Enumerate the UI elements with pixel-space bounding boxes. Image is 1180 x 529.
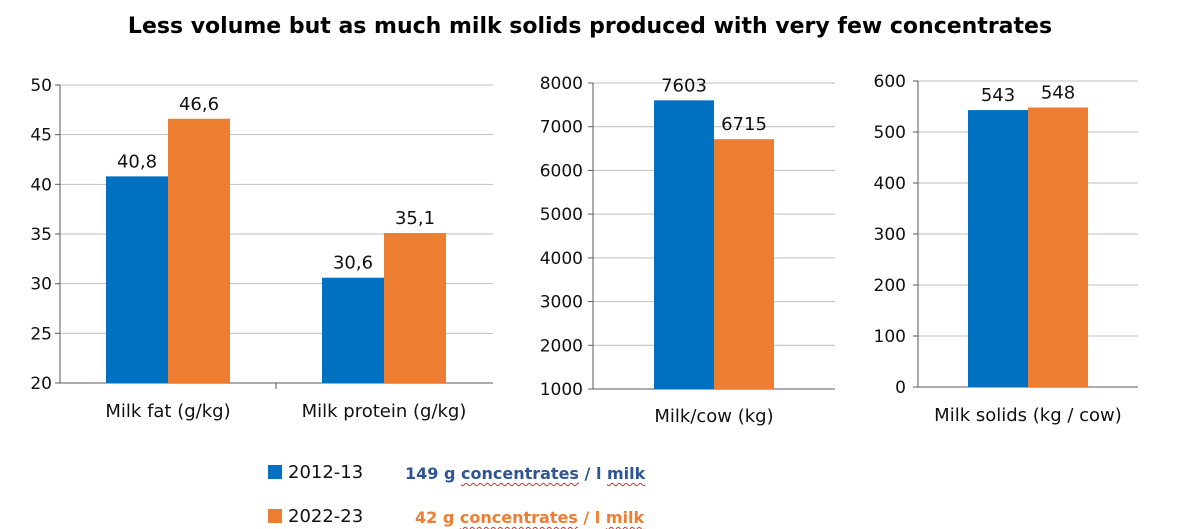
category-label: Milk protein (g/kg) bbox=[302, 401, 467, 422]
y-tick-label: 1000 bbox=[540, 380, 583, 400]
note-word: milk bbox=[607, 464, 646, 483]
y-tick-label: 100 bbox=[874, 327, 906, 347]
data-label: 46,6 bbox=[179, 94, 219, 115]
note-word: concentrates bbox=[459, 508, 578, 527]
data-label: 35,1 bbox=[395, 208, 435, 229]
legend-note-2012: 149 g concentrates / l milk bbox=[405, 464, 645, 483]
bar-2022 bbox=[714, 139, 774, 389]
data-label: 7603 bbox=[661, 75, 707, 96]
data-label: 40,8 bbox=[117, 151, 157, 172]
data-label: 6715 bbox=[721, 114, 767, 135]
legend-swatch-2022 bbox=[268, 509, 282, 523]
y-tick-label: 5000 bbox=[540, 205, 583, 225]
data-label: 543 bbox=[981, 85, 1015, 106]
y-tick-label: 6000 bbox=[540, 161, 583, 181]
note-prefix: 42 g bbox=[415, 508, 460, 527]
y-tick-label: 200 bbox=[874, 276, 906, 296]
y-tick-label: 300 bbox=[874, 225, 906, 245]
legend-item-2022: 2022-23 42 g concentrates / l milk bbox=[268, 506, 644, 527]
y-tick-label: 35 bbox=[30, 225, 52, 245]
bar-2012 bbox=[106, 176, 168, 383]
y-tick-label: 30 bbox=[30, 275, 52, 295]
category-label: Milk fat (g/kg) bbox=[105, 401, 230, 422]
y-tick-label: 20 bbox=[30, 374, 52, 394]
y-tick-label: 40 bbox=[30, 175, 52, 195]
y-tick-label: 25 bbox=[30, 324, 52, 344]
legend-swatch-2012 bbox=[268, 465, 282, 479]
note-mid: / l bbox=[577, 508, 606, 527]
chart-title: Less volume but as much milk solids prod… bbox=[127, 14, 1053, 39]
y-tick-label: 8000 bbox=[540, 74, 583, 94]
bar-2012 bbox=[654, 100, 714, 390]
y-tick-label: 0 bbox=[895, 378, 906, 398]
y-tick-label: 7000 bbox=[540, 118, 583, 138]
y-tick-label: 45 bbox=[30, 126, 52, 146]
data-label: 548 bbox=[1041, 83, 1075, 104]
category-label: Milk solids (kg / cow) bbox=[934, 405, 1122, 426]
legend-label-2012: 2012-13 bbox=[288, 462, 364, 483]
note-word: milk bbox=[605, 508, 645, 527]
y-tick-label: 600 bbox=[874, 72, 906, 92]
bar-2012 bbox=[322, 277, 384, 383]
note-prefix: 149 g bbox=[405, 464, 461, 483]
y-tick-label: 4000 bbox=[540, 249, 583, 269]
y-tick-label: 400 bbox=[874, 174, 906, 194]
y-tick-label: 500 bbox=[874, 123, 906, 143]
note-mid: / l bbox=[578, 464, 607, 483]
y-tick-label: 2000 bbox=[540, 336, 583, 356]
bar-2012 bbox=[968, 110, 1028, 387]
bar-2022 bbox=[168, 118, 230, 384]
note-word: concentrates bbox=[461, 464, 579, 483]
bar-2022 bbox=[1028, 107, 1088, 388]
y-tick-label: 3000 bbox=[540, 293, 583, 313]
category-label: Milk/cow (kg) bbox=[654, 406, 773, 427]
legend-item-2012: 2012-13 149 g concentrates / l milk bbox=[268, 462, 645, 483]
data-label: 30,6 bbox=[333, 253, 373, 274]
bar-2022 bbox=[384, 233, 446, 383]
legend-label-2022: 2022-23 bbox=[288, 506, 364, 527]
legend-note-2022: 42 g concentrates / l milk bbox=[415, 508, 644, 527]
y-tick-label: 50 bbox=[30, 76, 52, 96]
